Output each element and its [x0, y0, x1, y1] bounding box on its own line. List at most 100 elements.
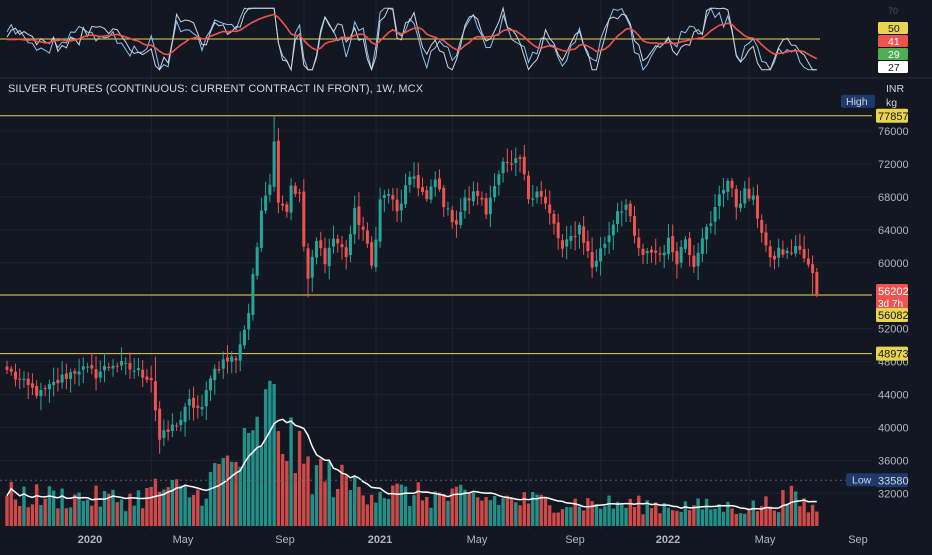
candle-body	[582, 226, 586, 243]
candle	[548, 190, 552, 225]
volume-bar	[624, 507, 628, 526]
volume-bar	[225, 455, 230, 526]
volume-bar	[598, 508, 603, 526]
candle-body	[81, 366, 85, 370]
volume-bar	[632, 506, 637, 526]
candle-body	[141, 369, 145, 378]
candle	[242, 325, 246, 349]
candle	[705, 223, 709, 254]
candle	[52, 367, 56, 397]
candle-body	[505, 161, 509, 163]
candle	[607, 221, 611, 254]
candle-body	[187, 399, 191, 406]
candle-body	[107, 367, 111, 369]
candle-body	[777, 247, 781, 258]
candle-body	[136, 368, 140, 371]
price-axis-tick: 44000	[878, 390, 909, 402]
candle	[535, 186, 539, 204]
volume-bar	[505, 495, 510, 526]
volume-bar	[730, 508, 734, 526]
volume-bar	[760, 505, 764, 526]
candle-body	[709, 223, 713, 226]
indicator-tag-value: 27	[888, 62, 900, 74]
candle	[43, 385, 47, 397]
candle	[404, 173, 408, 208]
volume-bar	[90, 505, 94, 526]
candle	[141, 360, 145, 387]
volume-bar	[395, 483, 399, 526]
candle-body	[743, 188, 747, 204]
candle	[77, 358, 81, 387]
candle-body	[69, 372, 73, 379]
candle	[484, 192, 488, 220]
volume-bar	[501, 498, 505, 526]
candle	[399, 189, 403, 223]
candle-body	[39, 390, 43, 397]
candle	[772, 251, 776, 270]
candle	[221, 351, 225, 379]
candle-body	[86, 366, 90, 368]
volume-bar	[641, 514, 645, 526]
candle-body	[43, 388, 47, 390]
volume-bar	[259, 445, 264, 526]
volume-bar	[768, 506, 772, 526]
volume-bar	[331, 497, 336, 526]
candle	[777, 238, 781, 268]
candle-body	[798, 245, 802, 250]
candles	[5, 115, 819, 454]
volume-bar	[620, 503, 624, 526]
volume-bar	[526, 503, 531, 526]
candle-body	[213, 368, 217, 380]
volume-bar	[552, 512, 556, 526]
indicator-tag-value: 41	[888, 36, 900, 48]
candle-body	[726, 180, 730, 192]
volume-bar	[433, 491, 437, 526]
candle-body	[327, 247, 331, 267]
volume-bar	[327, 461, 331, 526]
candle	[374, 226, 378, 272]
volume-bar	[560, 509, 565, 526]
candle-body	[454, 220, 458, 225]
volume-bar	[446, 500, 450, 526]
indicator-tag-value: 29	[888, 49, 900, 61]
candle	[811, 255, 815, 296]
candle-body	[493, 186, 497, 198]
candle-body	[666, 237, 670, 255]
candle-body	[781, 249, 785, 255]
candle	[255, 242, 259, 280]
candle-body	[47, 384, 51, 390]
volume-bar	[692, 505, 696, 526]
candle	[789, 239, 793, 256]
candle-body	[425, 190, 429, 200]
symbol-title[interactable]: SILVER FUTURES (CONTINUOUS: CURRENT CONT…	[8, 83, 424, 95]
candle	[30, 373, 34, 396]
candle-body	[18, 378, 22, 380]
time-axis-label: 2022	[656, 534, 680, 546]
candle-body	[340, 244, 344, 248]
volume-bar	[776, 512, 781, 526]
candle-body	[30, 383, 34, 388]
indicator-tag-value: 50	[888, 23, 900, 35]
candle-body	[217, 369, 221, 371]
candle-body	[200, 406, 204, 410]
candle	[234, 355, 238, 374]
volume-bar	[128, 493, 132, 526]
candle-body	[9, 368, 13, 372]
candle-body	[785, 250, 789, 254]
candle-body	[158, 408, 162, 440]
candle	[395, 188, 399, 222]
candle	[103, 353, 107, 383]
volume-bar	[420, 500, 425, 526]
candle	[641, 243, 645, 264]
candle-body	[548, 204, 552, 214]
volume-bar	[772, 510, 777, 526]
volume-bar	[590, 501, 594, 526]
volume-bar	[361, 495, 365, 526]
candle-body	[319, 240, 323, 249]
candle-body	[336, 238, 340, 244]
candle	[310, 249, 314, 292]
volume-bar	[666, 507, 671, 526]
volume-bar	[543, 496, 548, 526]
volume-bar	[191, 494, 196, 526]
